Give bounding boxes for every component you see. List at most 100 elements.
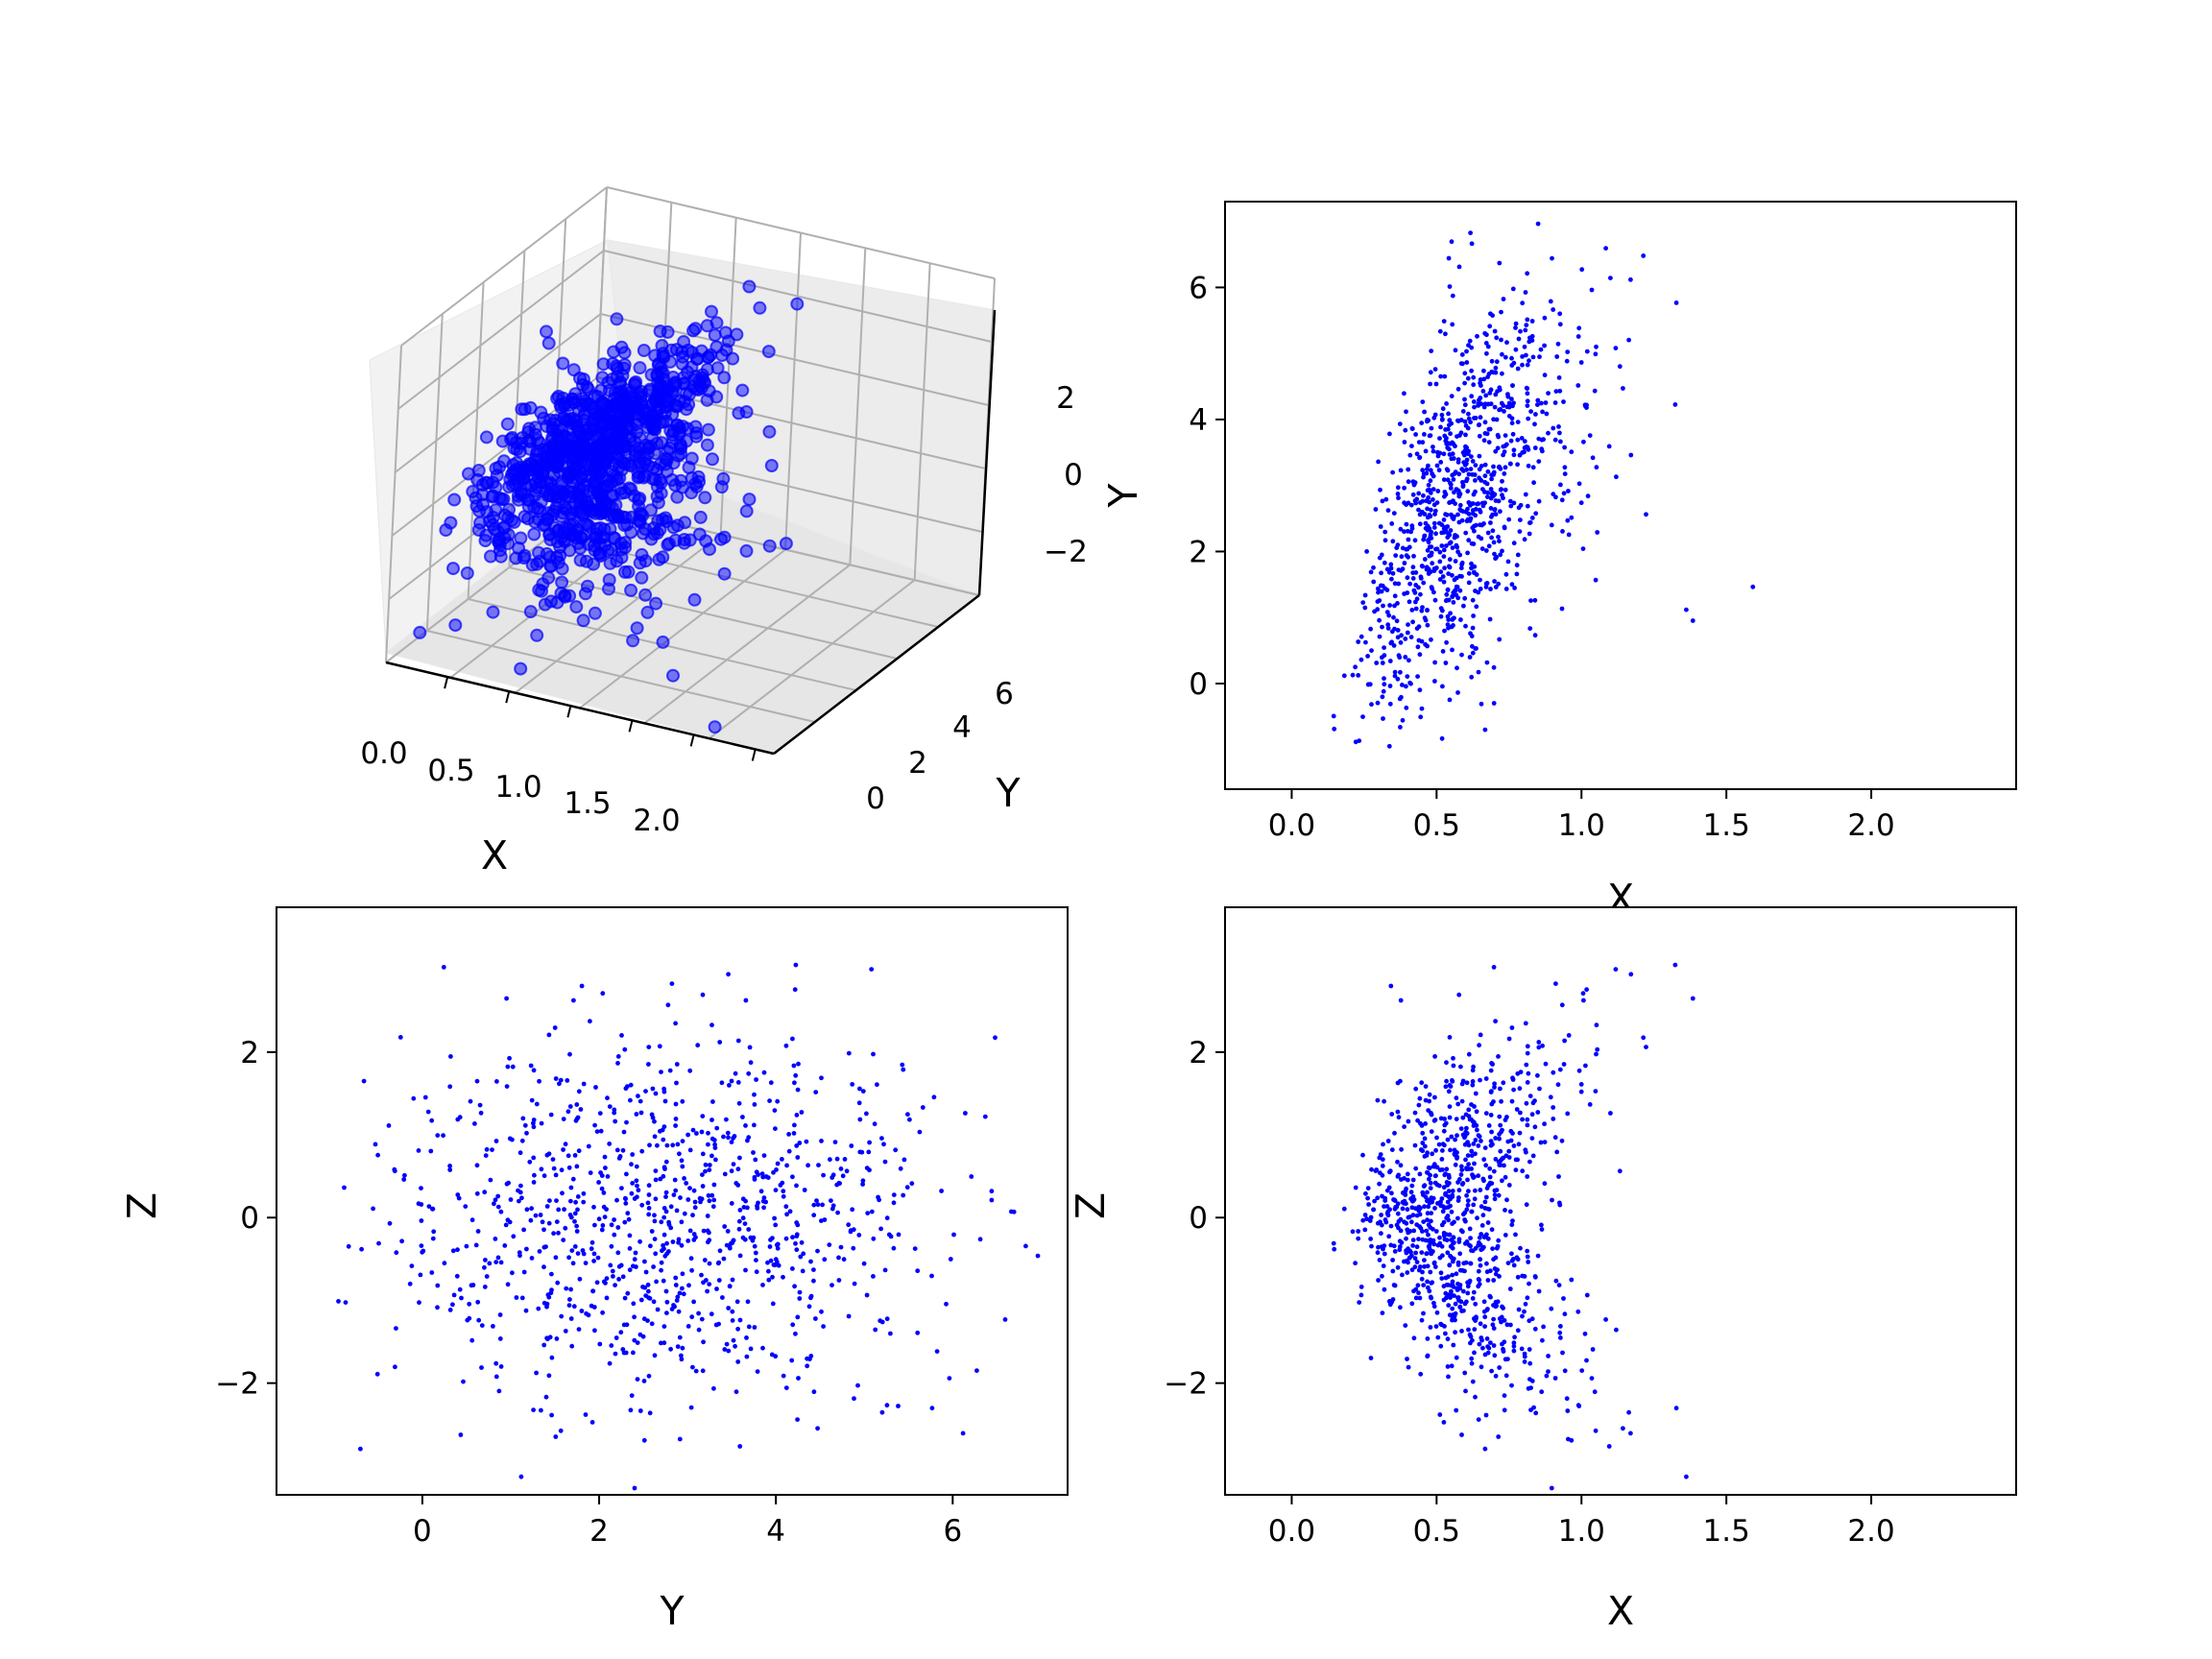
- scatter-point: [1443, 1084, 1449, 1090]
- scatter-point: [1478, 415, 1483, 421]
- scatter-point: [531, 1120, 536, 1126]
- scatter-point: [556, 1230, 561, 1236]
- scatter-point: [666, 1249, 671, 1254]
- scatter-point: [1460, 1078, 1466, 1084]
- scatter-point: [661, 1214, 667, 1220]
- scatter-point: [664, 1299, 670, 1305]
- scatter-point: [1440, 574, 1446, 579]
- scatter-point: [1582, 402, 1588, 408]
- scatter-point: [1356, 1236, 1361, 1241]
- scatter-point-3d: [703, 542, 716, 557]
- scatter-point: [645, 1282, 651, 1287]
- scatter-point: [1488, 1340, 1493, 1345]
- scatter-point: [1420, 605, 1425, 610]
- scatter-point: [1470, 1079, 1476, 1084]
- scatter-point: [510, 1064, 516, 1070]
- scatter-point: [856, 1233, 862, 1238]
- scatter-point: [541, 1342, 547, 1348]
- scatter-point: [544, 1301, 550, 1307]
- scatter-point: [1673, 1406, 1679, 1411]
- scatter-point: [1489, 514, 1494, 519]
- scatter-point: [1403, 1323, 1408, 1328]
- scatter-point: [1508, 1138, 1514, 1143]
- scatter-point: [641, 1379, 647, 1383]
- scatter-point: [1494, 335, 1500, 341]
- scatter-point: [773, 1222, 779, 1228]
- scatter-point: [578, 1107, 584, 1112]
- scatter-point: [1412, 538, 1418, 543]
- scatter-point: [1405, 630, 1410, 636]
- scatter-point: [1440, 1167, 1445, 1172]
- scatter-point: [1496, 1238, 1502, 1243]
- scatter-point: [491, 1324, 495, 1329]
- scatter-point: [1593, 351, 1599, 357]
- scatter-point: [1443, 1290, 1449, 1296]
- scatter-point: [1506, 400, 1512, 406]
- scatter-point: [693, 1235, 698, 1240]
- scatter-point: [670, 1239, 676, 1244]
- scatter-point: [1445, 426, 1451, 432]
- scatter-point: [1551, 1105, 1556, 1110]
- scatter-point: [737, 1444, 743, 1449]
- scatter-point: [969, 1174, 974, 1179]
- scatter-point: [1466, 1189, 1471, 1194]
- scatter-point: [1513, 321, 1519, 326]
- scatter-point-3d: [718, 325, 733, 340]
- scatter-point: [1503, 487, 1508, 493]
- scatter-point: [1490, 313, 1495, 318]
- scatter-point: [888, 1331, 893, 1336]
- scatter-point: [455, 1247, 460, 1253]
- scatter-point: [1418, 500, 1423, 505]
- scatter-point: [1360, 1217, 1366, 1223]
- y-tick-label-3d: 4: [952, 710, 972, 745]
- scatter-point: [1441, 1128, 1447, 1134]
- scatter-point: [1422, 557, 1428, 562]
- scatter-point: [1453, 559, 1458, 564]
- scatter-point: [1387, 1168, 1393, 1174]
- scatter-point: [1442, 565, 1447, 571]
- scatter-point: [1491, 1278, 1497, 1283]
- scatter-point: [1356, 673, 1361, 678]
- scatter-point: [1546, 1369, 1551, 1374]
- scatter-point: [1434, 1135, 1439, 1141]
- scatter-point: [1527, 1281, 1531, 1286]
- scatter-point: [1395, 1159, 1400, 1165]
- scatter-point: [725, 1130, 731, 1136]
- scatter-point: [1369, 702, 1374, 708]
- scatter-point: [1473, 1318, 1479, 1323]
- scatter-point: [634, 1112, 639, 1117]
- scatter-point: [1450, 594, 1455, 600]
- scatter-point: [1456, 992, 1462, 998]
- scatter-point: [1466, 1107, 1472, 1113]
- scatter-point: [1423, 1084, 1429, 1089]
- scatter-point: [1362, 1213, 1368, 1217]
- scatter-point: [1519, 436, 1525, 441]
- scatter-point: [1524, 1202, 1529, 1208]
- scatter-point: [1380, 655, 1384, 661]
- x-axis-line-3d: [385, 661, 775, 756]
- scatter-point: [346, 1243, 351, 1249]
- grid-line-3d: [643, 564, 851, 725]
- scatter-point: [1425, 1211, 1431, 1216]
- scatter-point: [765, 1260, 770, 1265]
- scatter-point: [673, 1275, 679, 1281]
- scatter-point: [1566, 489, 1571, 493]
- scatter-point: [1489, 1061, 1494, 1066]
- scatter-point: [358, 1446, 363, 1452]
- scatter-point: [1341, 673, 1347, 679]
- scatter-point: [700, 1368, 706, 1374]
- scatter-point: [1439, 1243, 1445, 1249]
- scatter-point: [1483, 1111, 1489, 1116]
- scatter-point: [689, 1314, 695, 1320]
- scatter-point: [783, 1385, 789, 1390]
- scatter-point: [1379, 1213, 1383, 1217]
- scatter-point: [1472, 404, 1477, 410]
- scatter-point-3d: [701, 422, 715, 437]
- scatter-point: [1541, 1324, 1546, 1330]
- scatter-point: [563, 1329, 568, 1334]
- scatter-point: [1497, 1132, 1502, 1137]
- scatter-point: [1442, 1237, 1448, 1242]
- scatter-point: [605, 1095, 610, 1101]
- scatter-point: [531, 1124, 537, 1130]
- scatter-point: [838, 1244, 844, 1250]
